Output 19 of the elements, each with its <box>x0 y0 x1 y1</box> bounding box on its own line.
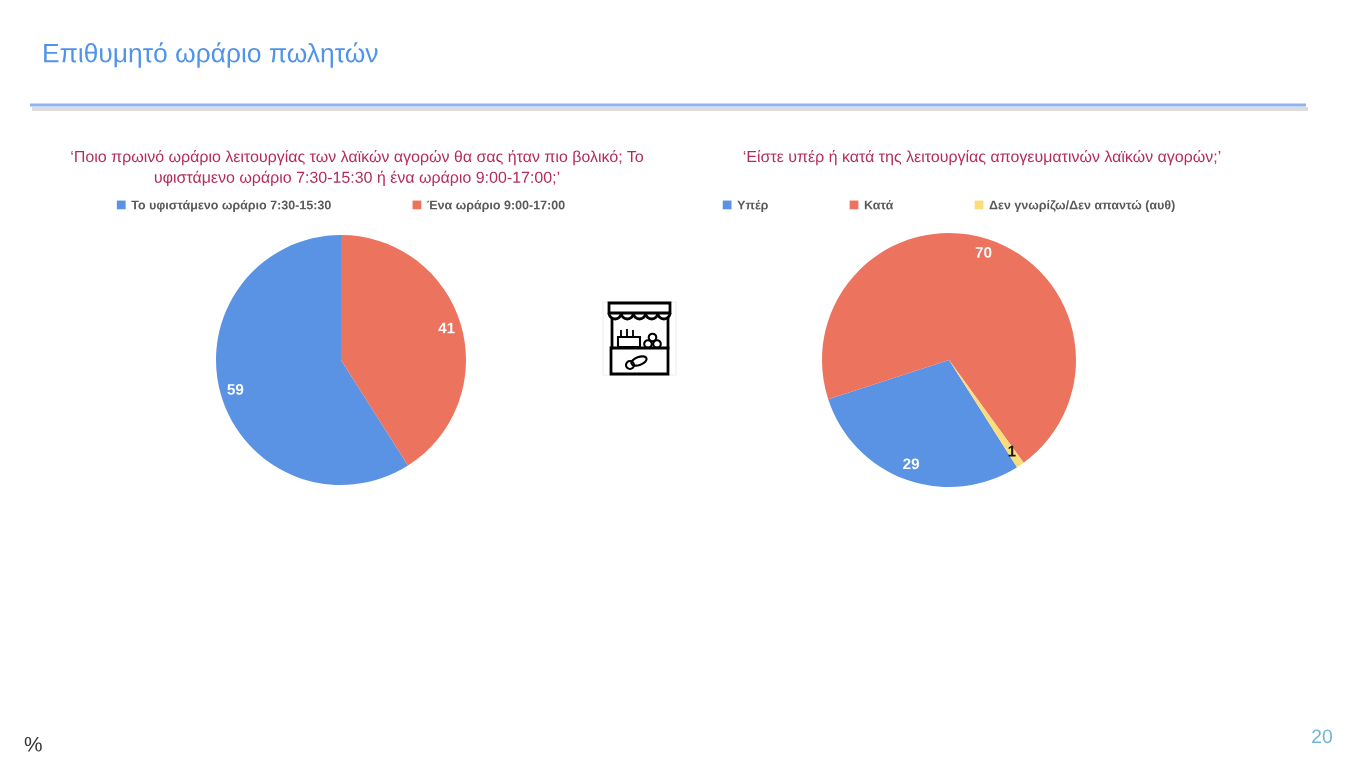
text: % <box>24 736 42 752</box>
legend-label: Ένα ωράριο 9:00-17:00 <box>427 200 565 212</box>
legend-label: Κατά <box>864 200 894 210</box>
data-label: 59 <box>227 383 244 395</box>
data-label: 1 <box>1008 445 1016 457</box>
legend-label: Το υφιστάμενο ωράριο 7:30-15:30 <box>131 200 331 212</box>
text: Επιθυμητό ωράριο πωλητών <box>44 42 378 68</box>
pie-slice <box>341 235 466 466</box>
chart-title: ‘Είστε υπέρ ή κατά της λειτουργίας απογευματινών λαϊκών αγορών;’ <box>743 150 1221 166</box>
pie-slice <box>949 360 1024 468</box>
legend-label: Δεν γνωρίζω/Δεν απαντώ (αυθ) <box>989 200 1175 212</box>
pie-slice <box>828 360 1018 487</box>
data-label: 70 <box>975 246 992 258</box>
data-label: 29 <box>903 458 920 470</box>
text: 20 <box>1312 729 1333 744</box>
chart-title: ‘Ποιο πρωινό ωράριο λειτουργίας των λαϊκών αγορών θα σας ήταν πιο βολικό; Το υφιστάμενο ωράριο 7:30-15:30 ή ένα ωράριο 9:00-17:00;’ <box>71 150 644 187</box>
data-label: 41 <box>438 322 455 334</box>
pie-slice <box>216 235 408 485</box>
legend-label: Υπέρ <box>737 200 768 212</box>
